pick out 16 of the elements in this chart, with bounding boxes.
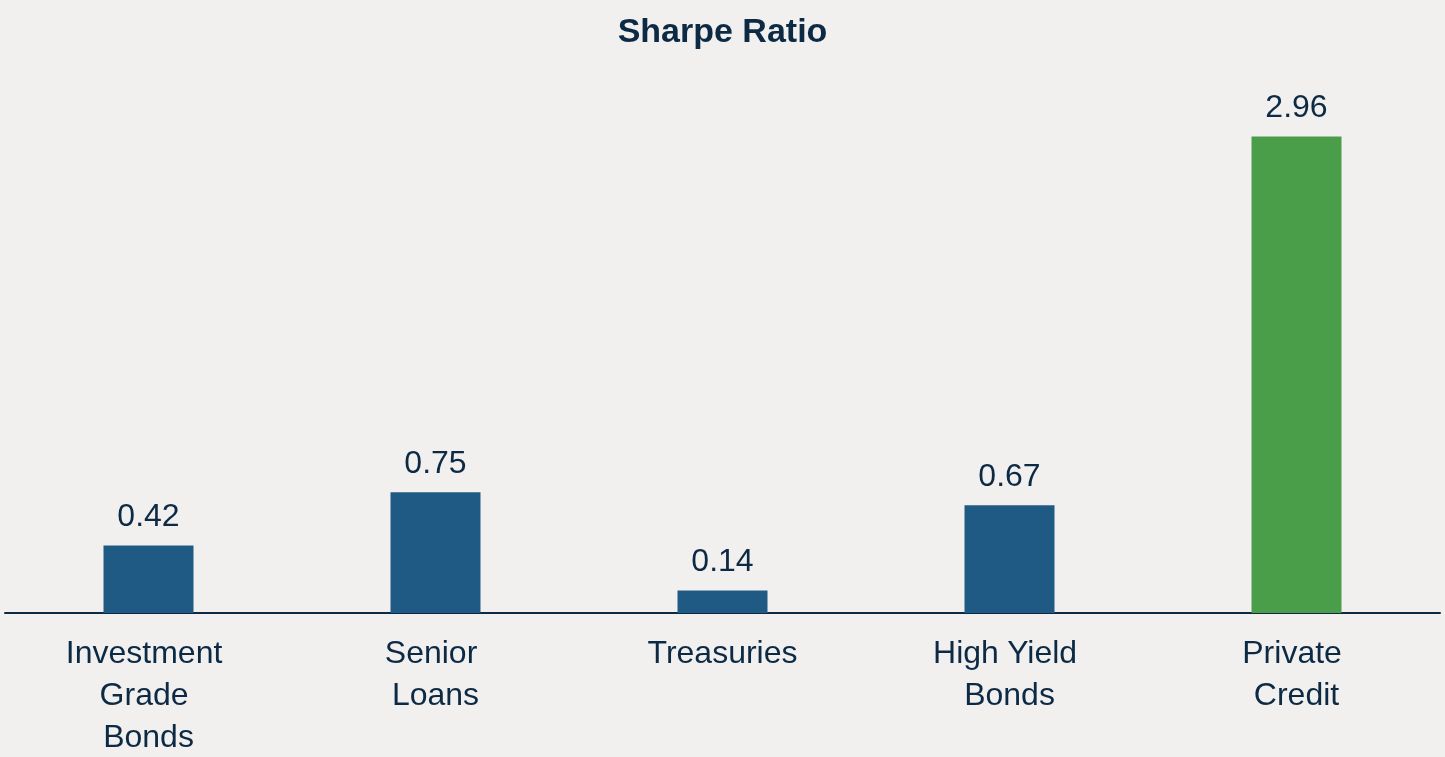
data-label: 2.96 [1265,88,1328,125]
bar [390,492,481,613]
x-tick-label: High Yield Bonds [933,634,1086,712]
data-label: 0.67 [978,457,1041,494]
x-tick-label: Investment Grade Bonds [65,634,232,754]
x-tick-label: Private Credit [1242,634,1351,712]
bar [103,545,194,613]
data-label: 0.42 [117,497,180,534]
x-tick-label: Treasuries [647,634,798,670]
bar [964,505,1055,613]
bar [677,590,768,613]
data-label: 0.75 [404,444,467,481]
data-label: 0.14 [691,542,754,579]
chart-title: Sharpe Ratio [617,11,828,49]
bar [1251,136,1342,613]
x-tick-label: Senior Loans [384,634,487,712]
